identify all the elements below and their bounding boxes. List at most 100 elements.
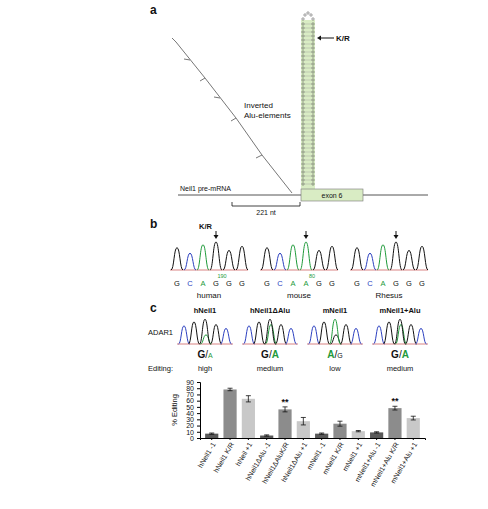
panel-letter: b — [150, 217, 157, 231]
nucleotide — [302, 143, 304, 145]
error-bar — [209, 433, 214, 434]
alu-label: InvertedAlu-elements — [244, 101, 291, 120]
peak — [403, 250, 415, 270]
peak — [211, 325, 222, 345]
base-call: G — [226, 279, 232, 288]
arrow-head — [394, 235, 399, 239]
x-axis: hNeil1 -1hNeil1 K/RhNeil +1hNeil1ΔAlu -1… — [197, 438, 426, 488]
base-call: A — [290, 279, 295, 288]
peak — [210, 242, 222, 270]
bar — [315, 434, 328, 438]
nucleotide — [302, 127, 304, 129]
tick-mark — [211, 438, 212, 440]
nucleotide — [312, 171, 314, 173]
tick: hNeil1 K/R — [212, 438, 235, 474]
base-call: G/A — [261, 349, 279, 360]
nucleotide — [302, 23, 304, 25]
nucleotide — [307, 12, 309, 14]
nucleotide — [312, 35, 314, 37]
tick-mark — [197, 438, 200, 439]
construct: hNeil1ΔAlu G/A medium — [242, 306, 298, 373]
error-bar — [356, 431, 361, 432]
nucleotide — [302, 155, 304, 157]
peak — [364, 253, 376, 270]
nucleotide — [302, 79, 304, 81]
base-pair — [304, 92, 312, 93]
nucleotide — [302, 87, 304, 89]
peak — [300, 242, 312, 270]
nucleotide — [302, 18, 304, 20]
y-axis: 0102030405060708090 — [186, 379, 200, 442]
base-call: C — [277, 279, 283, 288]
nucleotide — [302, 95, 304, 97]
nucleotide — [312, 119, 314, 121]
chromatogram: GCAGGGRhesus — [350, 231, 428, 300]
peak-major — [265, 319, 276, 344]
hairpin — [302, 12, 314, 185]
nucleotide — [312, 67, 314, 69]
peak — [221, 328, 232, 344]
nucleotide — [302, 131, 304, 133]
site-label: K/R — [336, 34, 350, 43]
nucleotide — [302, 159, 304, 161]
error-bar — [319, 433, 324, 434]
nucleotide — [312, 99, 314, 101]
nucleotide — [312, 43, 314, 45]
tick-label: hNeil +1 — [234, 441, 253, 467]
peak — [384, 322, 395, 344]
tick: hNeil1ΔAlu +1 — [280, 438, 308, 483]
peak — [197, 245, 209, 270]
base-pair — [304, 116, 312, 117]
species-label: Rhesus — [375, 291, 402, 300]
base-pair — [304, 64, 312, 65]
base-call: G — [213, 279, 219, 288]
error-bar — [264, 435, 269, 436]
tick-mark — [266, 438, 267, 440]
nucleotide — [302, 139, 304, 141]
tick: mNeil1+Alu +1 — [389, 438, 418, 484]
peak — [223, 250, 235, 270]
distance-label: 221 nt — [256, 209, 276, 216]
base-call: G — [419, 279, 425, 288]
base-pair — [304, 100, 312, 101]
nucleotide — [312, 159, 314, 161]
tick: 60 — [186, 397, 200, 404]
tick-mark — [230, 438, 231, 440]
tick-label: mNeil1 K/R — [321, 441, 345, 475]
base-pair — [304, 72, 312, 73]
construct-label: hNeil1ΔAlu — [250, 306, 290, 315]
tick: 30 — [186, 416, 200, 423]
nucleotide — [312, 18, 314, 20]
chromatogram: GCAGGGK/R190human — [170, 222, 248, 300]
tick: 50 — [186, 404, 200, 411]
nucleotide — [302, 83, 304, 85]
tick-mark — [413, 438, 414, 440]
base-pair — [304, 160, 312, 161]
base-call: A — [380, 279, 385, 288]
nucleotide — [312, 47, 314, 49]
editing-level: medium — [387, 364, 414, 373]
tick: hNeil +1 — [234, 438, 253, 467]
editing-level: medium — [257, 364, 284, 373]
peak — [390, 242, 402, 270]
tick: 0 — [190, 435, 200, 442]
construct: hNeil1G/Ahigh — [177, 306, 233, 373]
bar-chart: 0102030405060708090% EditinghNeil1 -1hNe… — [170, 379, 426, 488]
base-pair — [304, 44, 312, 45]
tick-label: 40 — [186, 410, 194, 417]
bar — [388, 408, 401, 438]
peak — [309, 326, 320, 344]
exon — [301, 189, 363, 201]
base-pair — [304, 56, 312, 57]
peak — [319, 322, 330, 344]
tick-mark — [197, 382, 200, 383]
call-minor: A — [272, 349, 279, 360]
nucleotide — [302, 163, 304, 165]
peak — [276, 325, 287, 345]
bar — [407, 418, 420, 438]
nucleotide — [312, 31, 314, 33]
nucleotide — [312, 179, 314, 181]
peak — [416, 328, 427, 344]
peak — [261, 248, 273, 270]
nucleotide — [312, 147, 314, 149]
